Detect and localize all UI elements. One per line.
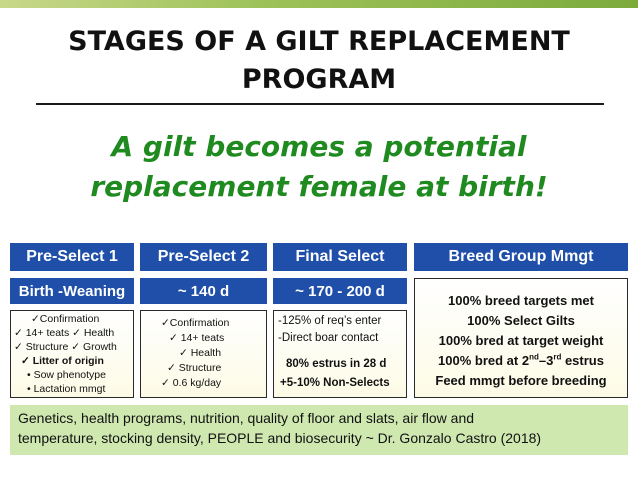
timing-pre-select-1: Birth -Weaning [10, 278, 134, 304]
criteria-item: ✓ 14+ teats ✓ Health [14, 327, 115, 339]
pre-select-1-criteria: ✓Confirmation ✓ 14+ teats ✓ Health ✓ Str… [10, 310, 134, 398]
criteria-item: ✓ Litter of origin [21, 355, 104, 367]
criteria-item: -Direct boar contact [278, 332, 379, 344]
criteria-item: ✓Confirmation [31, 313, 100, 325]
criteria-subitem: • Lactation mmgt [27, 383, 106, 395]
page-title-line2: PROGRAM [241, 64, 397, 95]
criteria-item: ✓Confirmation [161, 317, 230, 329]
criteria-item: ✓ Health [179, 347, 222, 359]
footer-line2: temperature, stocking density, PEOPLE an… [18, 430, 542, 446]
breed-group-targets: 100% breed targets met 100% Select Gilts… [414, 278, 628, 398]
timing-pre-select-2: ~ 140 d [140, 278, 267, 304]
header-pre-select-1: Pre-Select 1 [10, 243, 134, 271]
estrus-text: estrus [561, 353, 604, 368]
non-selects: +5-10% Non-Selects [280, 377, 390, 389]
criteria-item: ✓ 0.6 kg/day [161, 377, 222, 389]
footer-note: Genetics, health programs, nutrition, qu… [10, 405, 628, 455]
criteria-item: ✓ Structure ✓ Growth [14, 341, 117, 353]
header-breed-group: Breed Group Mmgt [414, 243, 628, 271]
footer-line1: Genetics, health programs, nutrition, qu… [18, 410, 475, 426]
title-divider [36, 103, 604, 105]
target-item: 100% bred at target weight [438, 333, 604, 348]
estrus-target: 80% estrus in 28 d [286, 358, 387, 370]
subtitle-line2: replacement female at birth! [90, 170, 548, 203]
target-item: 100% Select Gilts [467, 313, 575, 328]
header-final-select: Final Select [273, 243, 407, 271]
top-accent-bar [0, 0, 638, 8]
final-select-criteria: -125% of req’s enter -Direct boar contac… [273, 310, 407, 398]
criteria-item: ✓ Structure [167, 362, 222, 374]
estrus-text: –3 [538, 353, 554, 368]
criteria-item: -125% of req’s enter [278, 315, 382, 327]
timing-final-select: ~ 170 - 200 d [273, 278, 407, 304]
superscript-rd: rd [553, 352, 562, 362]
target-item-estrus: 100% bred at 2nd–3rd estrus [415, 353, 627, 368]
page-title-line1: STAGES OF A GILT REPLACEMENT [68, 26, 570, 57]
header-pre-select-2: Pre-Select 2 [140, 243, 267, 271]
target-item: Feed mmgt before breeding [435, 373, 607, 388]
superscript-nd: nd [529, 352, 539, 362]
estrus-text: 100% bred at 2 [438, 353, 530, 368]
pre-select-2-criteria: ✓Confirmation ✓ 14+ teats ✓ Health ✓ Str… [140, 310, 267, 398]
target-item: 100% breed targets met [448, 293, 594, 308]
subtitle-line1: A gilt becomes a potential [111, 130, 527, 163]
criteria-item: ✓ 14+ teats [169, 332, 225, 344]
criteria-subitem: • Sow phenotype [27, 369, 106, 381]
